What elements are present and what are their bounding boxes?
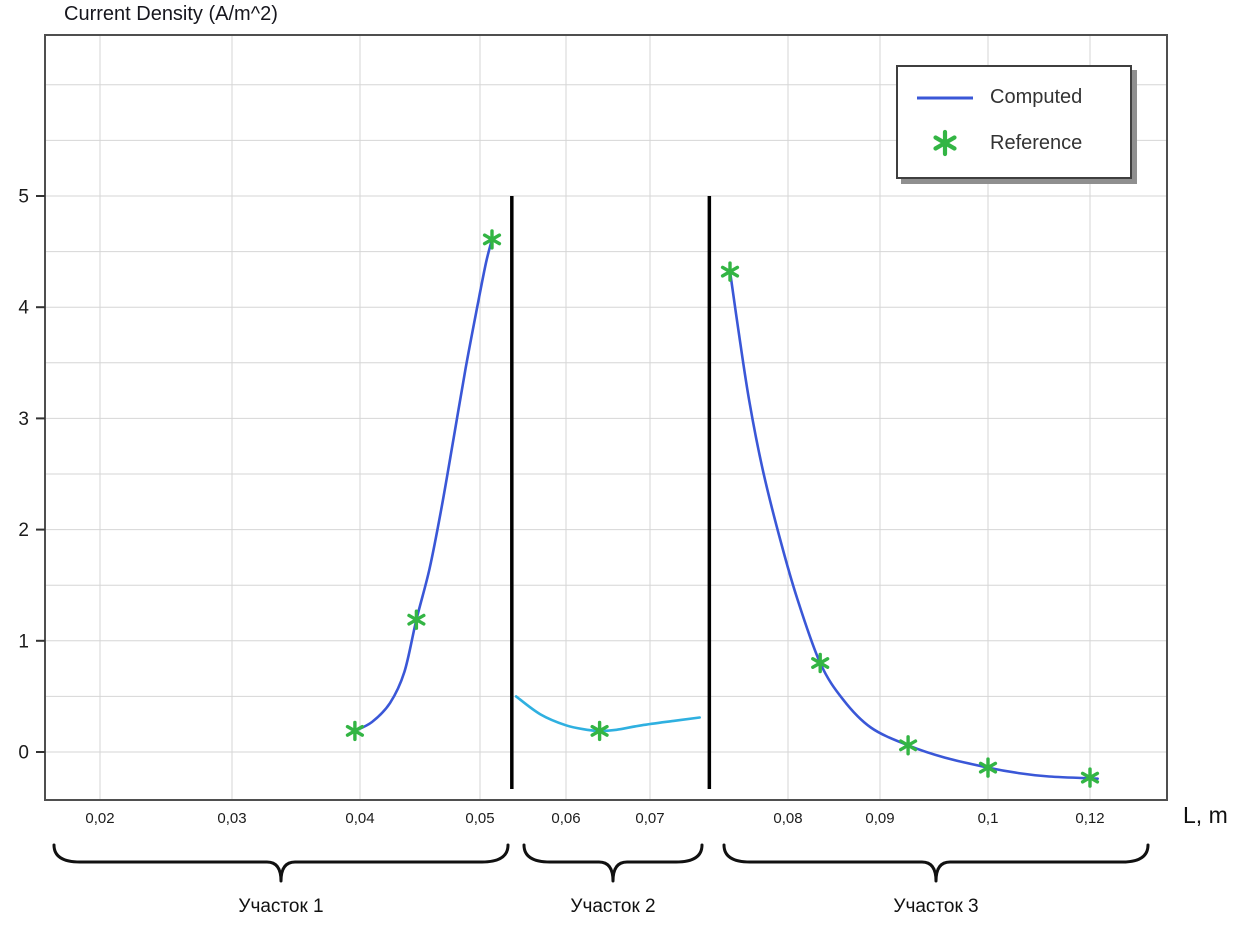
legend: Computed Reference [896,65,1132,179]
y-tick-label: 0 [18,743,29,764]
reference-marker [407,609,426,630]
computed-line-icon [914,94,976,102]
x-tick-label: 0,08 [773,810,802,827]
y-tick-label: 2 [18,520,29,541]
reference-marker [720,261,740,282]
y-tick-label: 5 [18,187,29,208]
x-tick-label: 0,05 [465,810,494,827]
x-tick-label: 0,07 [635,810,664,827]
y-tick-label: 4 [18,298,29,319]
brace-section-2 [522,843,704,883]
section-label-2: Участок 2 [570,896,656,917]
legend-label-computed: Computed [990,86,1083,108]
y-axis: 0 1 2 3 4 5 [18,187,45,764]
x-tick-label: 0,1 [978,810,999,827]
x-tick-label: 0,04 [345,810,374,827]
chart-title: Current Density (A/m^2) [64,3,278,25]
x-axis-label: L, m [1183,802,1228,828]
legend-item-reference: Reference [898,128,1130,158]
x-axis: 0,02 0,03 0,04 0,05 0,06 0,07 0,08 0,09 0,1 0,12 [85,810,1104,827]
computed-curve-section-3 [728,270,1099,780]
reference-asterisk-icon [914,128,976,158]
reference-marker [345,720,364,742]
section-label-1: Участок 1 [238,896,324,917]
reference-marker [978,757,998,778]
x-tick-label: 0,09 [865,810,894,827]
computed-curve-section-1 [353,238,494,733]
x-tick-label: 0,03 [217,810,246,827]
x-tick-label: 0,02 [85,810,114,827]
x-tick-label: 0,06 [551,810,580,827]
legend-label-reference: Reference [990,131,1083,154]
brace-section-3 [722,843,1150,883]
y-tick-label: 3 [18,409,29,430]
y-tick-label: 1 [18,631,29,652]
reference-marker [898,735,918,756]
reference-markers [345,229,1100,788]
reference-marker [811,652,830,674]
reference-marker [482,229,502,250]
brace-section-1 [52,843,510,883]
section-label-3: Участок 3 [893,896,979,917]
x-tick-label: 0,12 [1075,810,1104,827]
h-gridlines [46,84,1166,753]
legend-item-computed: Computed [898,86,1130,109]
reference-marker [1080,767,1100,788]
reference-marker [590,720,609,742]
